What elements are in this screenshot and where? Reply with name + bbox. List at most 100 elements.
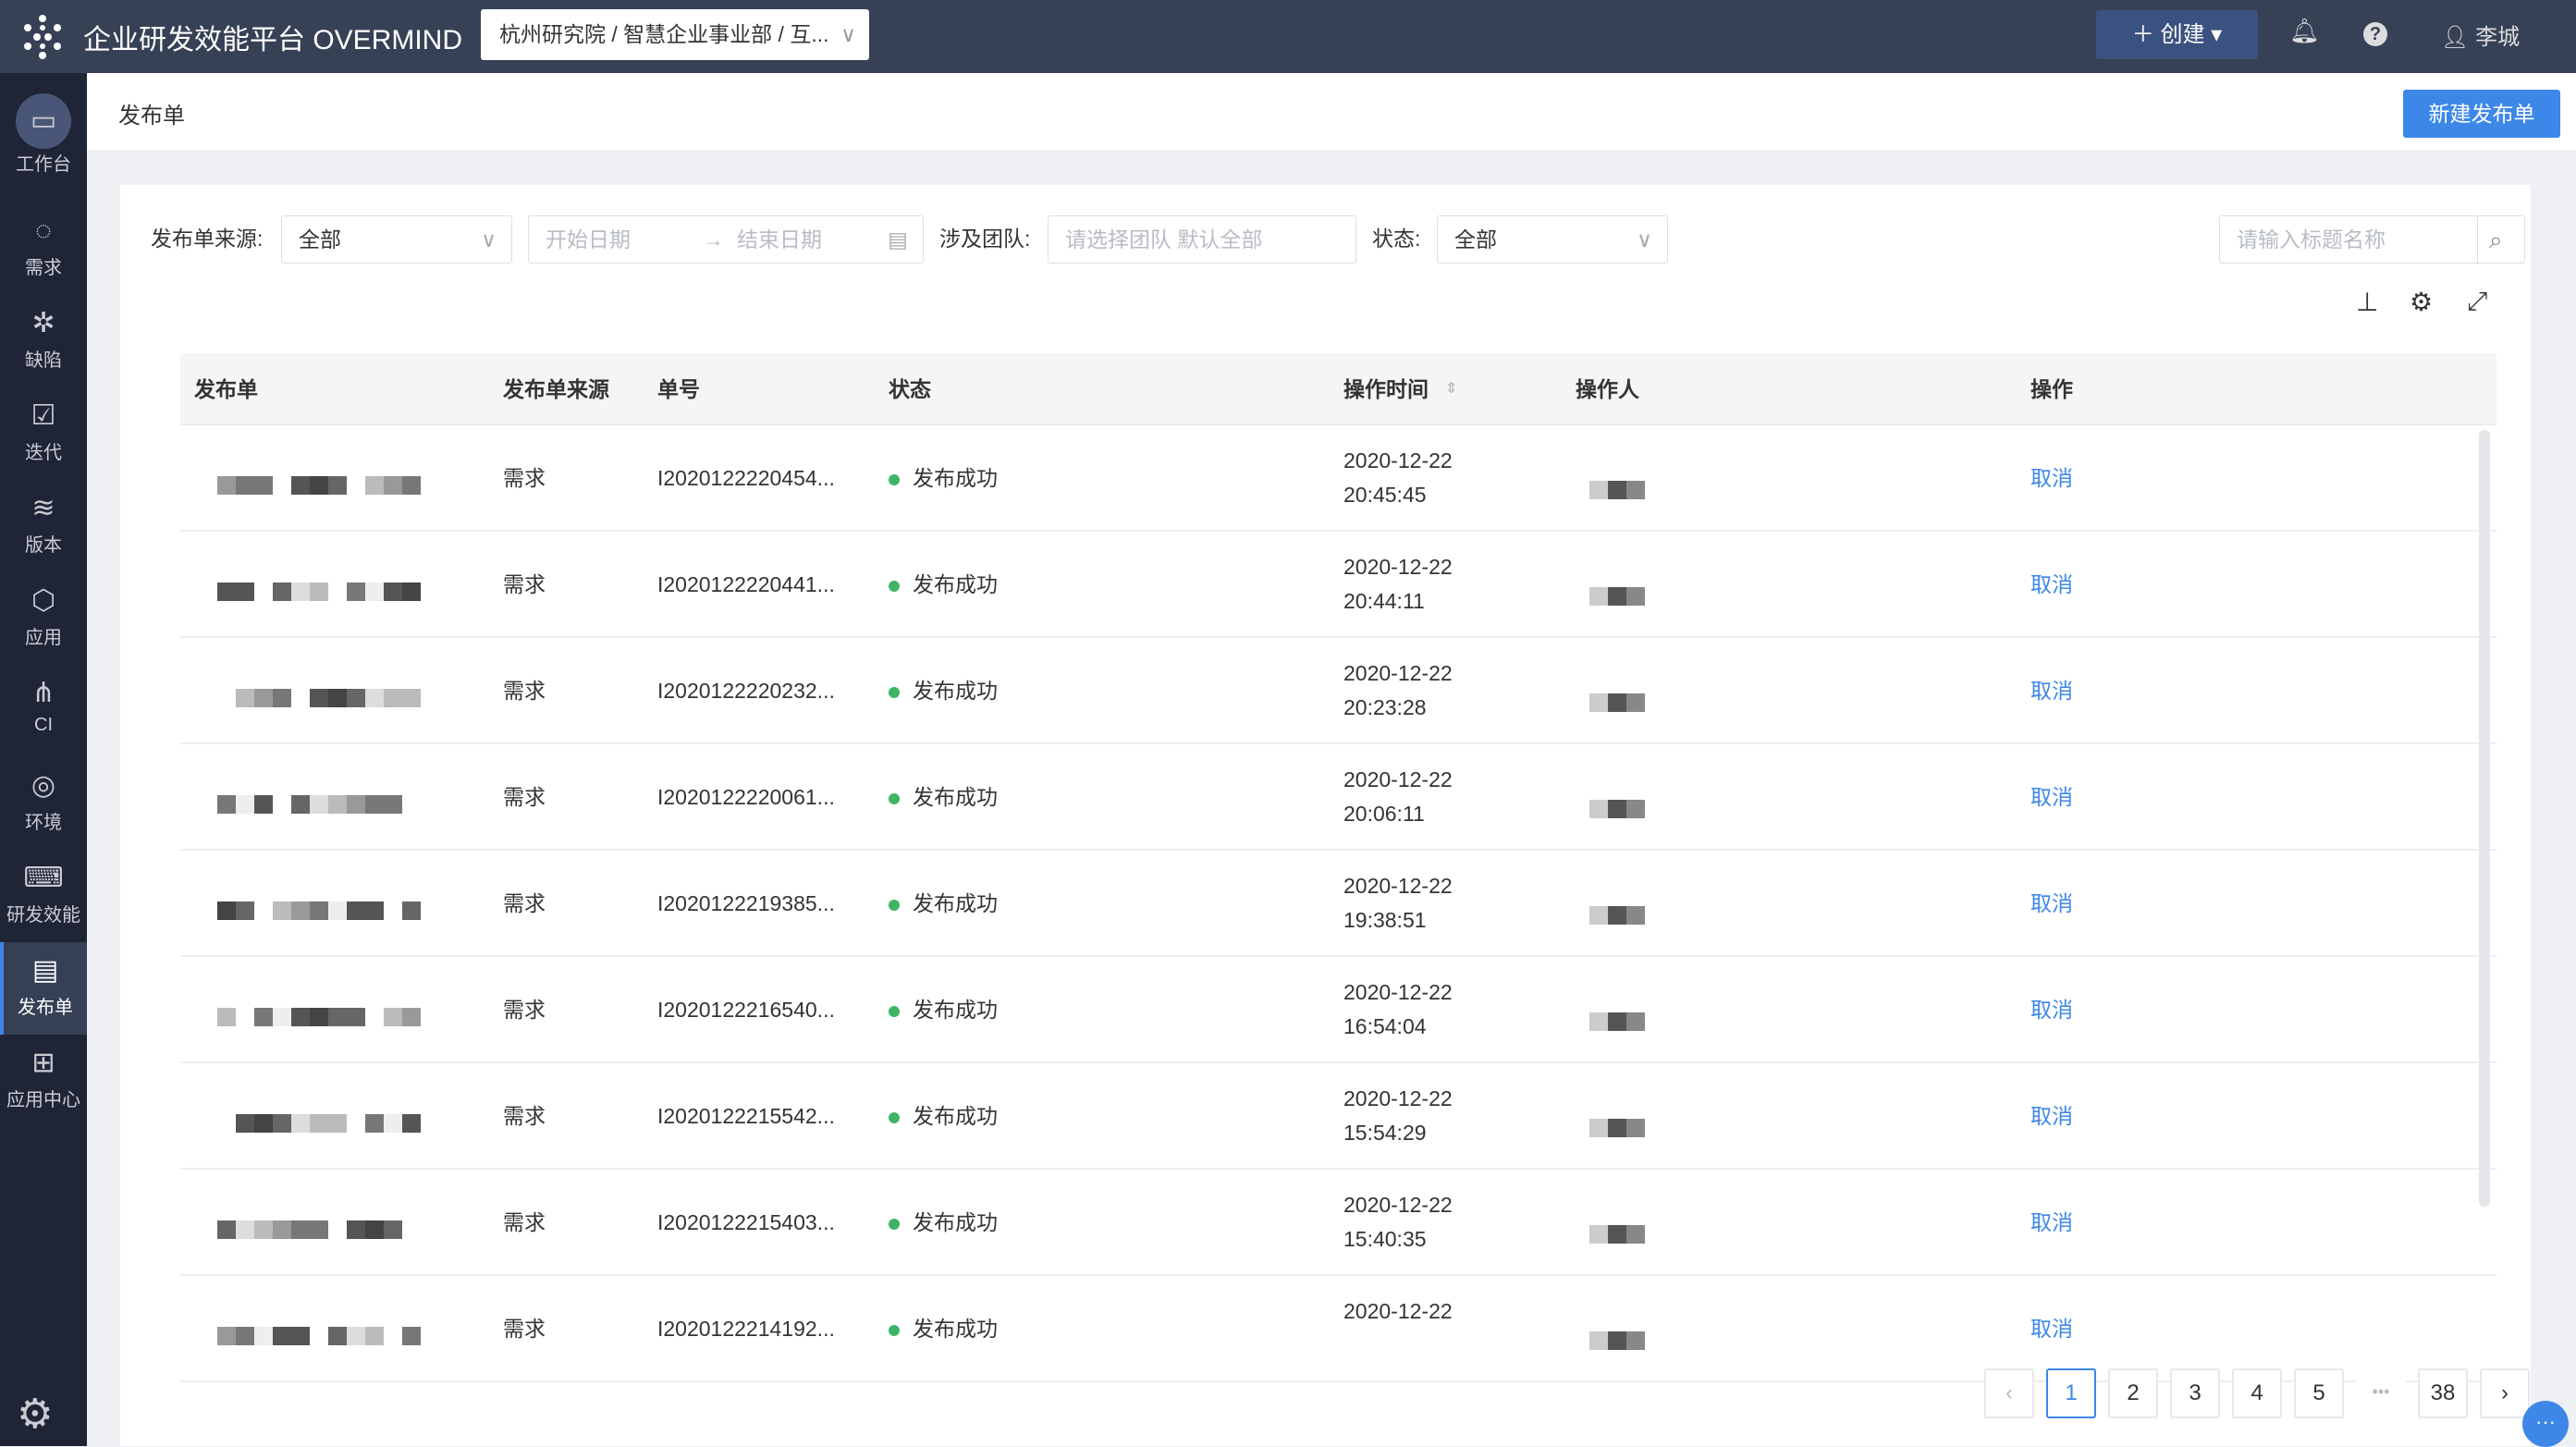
release-name-redacted[interactable]: [217, 1327, 421, 1345]
sort-icon[interactable]: ⇕: [1445, 381, 1458, 397]
create-button[interactable]: ＋ 创建 ▾: [2096, 10, 2258, 59]
org-selector[interactable]: 杭州研究院 / 智慧企业事业部 / 互... ∨: [481, 9, 869, 60]
sidebar-item-label: 环境: [25, 813, 62, 833]
user-menu[interactable]: 👤︎ 李城: [2441, 18, 2520, 51]
chevron-down-icon: ∨: [1637, 227, 1652, 251]
cancel-link[interactable]: 取消: [2030, 1104, 2073, 1128]
page-5-button[interactable]: 5: [2294, 1368, 2344, 1418]
cancel-link[interactable]: 取消: [2030, 785, 2073, 809]
release-name-redacted[interactable]: [217, 1114, 421, 1133]
status-cell: 发布成功: [889, 532, 998, 638]
bell-icon[interactable]: 🔔︎: [2289, 17, 2321, 44]
status-cell: 发布成功: [889, 425, 998, 532]
sidebar-item-6[interactable]: ⋔ CI: [0, 665, 87, 757]
sidebar-item-label: 迭代: [25, 443, 62, 463]
source-select[interactable]: 全部 ∨: [281, 215, 512, 264]
table-scrollbar[interactable]: [2479, 430, 2490, 1207]
column-header[interactable]: 操作时间: [1343, 377, 1429, 401]
create-label: 创建: [2160, 22, 2205, 47]
sidebar-item-label: 应用: [25, 628, 62, 648]
page-ellipsis[interactable]: •••: [2356, 1368, 2406, 1418]
table-header: 发布单 发布单来源 单号 状态 操作时间 ⇕ 操作人 操作: [180, 353, 2496, 425]
hierarchy-icon: ⋔: [31, 678, 55, 708]
page-title: 发布单: [118, 104, 185, 129]
status-success-dot: [889, 1005, 900, 1017]
cancel-link[interactable]: 取消: [2030, 466, 2073, 490]
source-cell: 需求: [503, 679, 546, 703]
sidebar-item-9[interactable]: ▤ 发布单: [0, 942, 87, 1035]
number-cell: I2020122220441...: [657, 572, 835, 596]
cancel-link[interactable]: 取消: [2030, 998, 2073, 1022]
next-page-button[interactable]: ›: [2480, 1368, 2530, 1418]
page-last-button[interactable]: 38: [2418, 1368, 2468, 1418]
chevron-down-icon: ∨: [481, 227, 497, 251]
number-cell: I2020122215403...: [657, 1210, 835, 1234]
date: 2020-12-22: [1343, 661, 1453, 685]
sidebar-item-0[interactable]: ▭ 工作台: [0, 73, 87, 193]
row-height-icon[interactable]: ⊥: [2356, 288, 2379, 316]
cube-icon: ⬡: [31, 585, 56, 616]
time-cell: 2020-12-22 20:06:11: [1343, 763, 1453, 831]
status-filter-label: 状态:: [1372, 227, 1421, 251]
help-icon[interactable]: ?: [2363, 22, 2387, 46]
release-name-redacted[interactable]: [217, 582, 421, 601]
source-cell: 需求: [503, 1317, 546, 1341]
sidebar-item-5[interactable]: ⬡ 应用: [0, 572, 87, 665]
sidebar-item-label: 应用中心: [6, 1090, 80, 1110]
cancel-link[interactable]: 取消: [2030, 1317, 2073, 1341]
date: 2020-12-22: [1343, 980, 1453, 1004]
page-3-button[interactable]: 3: [2170, 1368, 2220, 1418]
content-card: 发布单来源: 全部 ∨ 开始日期 → 结束日期 ▤ 涉及团队: 请选择团队 默认全…: [120, 185, 2531, 1446]
time: 20:44:11: [1343, 589, 1425, 613]
number-cell: I2020122220454...: [657, 466, 835, 490]
sidebar-item-2[interactable]: ✲ 缺陷: [0, 295, 87, 387]
title-search-input[interactable]: 请输入标题名称: [2219, 215, 2478, 264]
release-name-redacted[interactable]: [217, 689, 421, 707]
time-cell: 2020-12-22 19:38:51: [1343, 869, 1453, 938]
status-cell: 发布成功: [889, 1170, 998, 1276]
status-text: 发布成功: [913, 891, 998, 915]
date: 2020-12-22: [1343, 874, 1453, 898]
prev-page-button[interactable]: ‹: [1984, 1368, 2034, 1418]
sidebar-item-4[interactable]: ≋ 版本: [0, 480, 87, 572]
fullscreen-icon[interactable]: ⤢: [2467, 287, 2488, 315]
sidebar-item-10[interactable]: ⊞ 应用中心: [0, 1035, 87, 1127]
settings-gear-icon[interactable]: ⚙: [17, 1392, 54, 1437]
cancel-link[interactable]: 取消: [2030, 891, 2073, 915]
time: 19:38:51: [1343, 908, 1427, 932]
page-2-button[interactable]: 2: [2108, 1368, 2158, 1418]
search-icon[interactable]: ⌕: [2477, 215, 2525, 264]
page-1-button[interactable]: 1: [2046, 1368, 2096, 1418]
chat-bubble-icon[interactable]: ···: [2522, 1401, 2569, 1447]
cancel-link[interactable]: 取消: [2030, 572, 2073, 596]
team-select[interactable]: 请选择团队 默认全部: [1048, 215, 1356, 264]
cancel-link[interactable]: 取消: [2030, 679, 2073, 703]
source-cell: 需求: [503, 572, 546, 596]
new-release-button[interactable]: 新建发布单: [2403, 90, 2560, 138]
cancel-link[interactable]: 取消: [2030, 1210, 2073, 1234]
number-cell: I2020122220232...: [657, 679, 835, 703]
status-text: 发布成功: [913, 1317, 998, 1341]
status-select[interactable]: 全部 ∨: [1437, 215, 1668, 264]
release-name-redacted[interactable]: [217, 1008, 421, 1026]
date-range-picker[interactable]: 开始日期 → 结束日期 ▤: [528, 215, 924, 264]
sidebar-item-label: CI: [34, 715, 53, 735]
release-name-redacted[interactable]: [217, 476, 421, 495]
status-cell: 发布成功: [889, 638, 998, 744]
sidebar-item-3[interactable]: ☑ 迭代: [0, 387, 87, 480]
operator-redacted: [1589, 800, 1645, 818]
column-settings-gear-icon[interactable]: ⚙: [2410, 288, 2434, 316]
end-date-input[interactable]: 结束日期: [737, 227, 822, 251]
sidebar-item-8[interactable]: ⌨ 研发效能: [0, 850, 87, 942]
release-name-redacted[interactable]: [217, 901, 421, 920]
monitor-icon: ▭: [16, 93, 71, 149]
sidebar-item-label: 缺陷: [25, 350, 62, 371]
page-4-button[interactable]: 4: [2232, 1368, 2282, 1418]
start-date-input[interactable]: 开始日期: [546, 227, 631, 251]
release-name-redacted[interactable]: [217, 1220, 421, 1239]
date: 2020-12-22: [1343, 448, 1453, 472]
sidebar-item-7[interactable]: ◎ 环境: [0, 757, 87, 850]
release-name-redacted[interactable]: [217, 795, 421, 814]
sidebar-item-1[interactable]: ◌ 需求: [0, 202, 87, 295]
time-cell: 2020-12-22 16:54:04: [1343, 975, 1453, 1044]
